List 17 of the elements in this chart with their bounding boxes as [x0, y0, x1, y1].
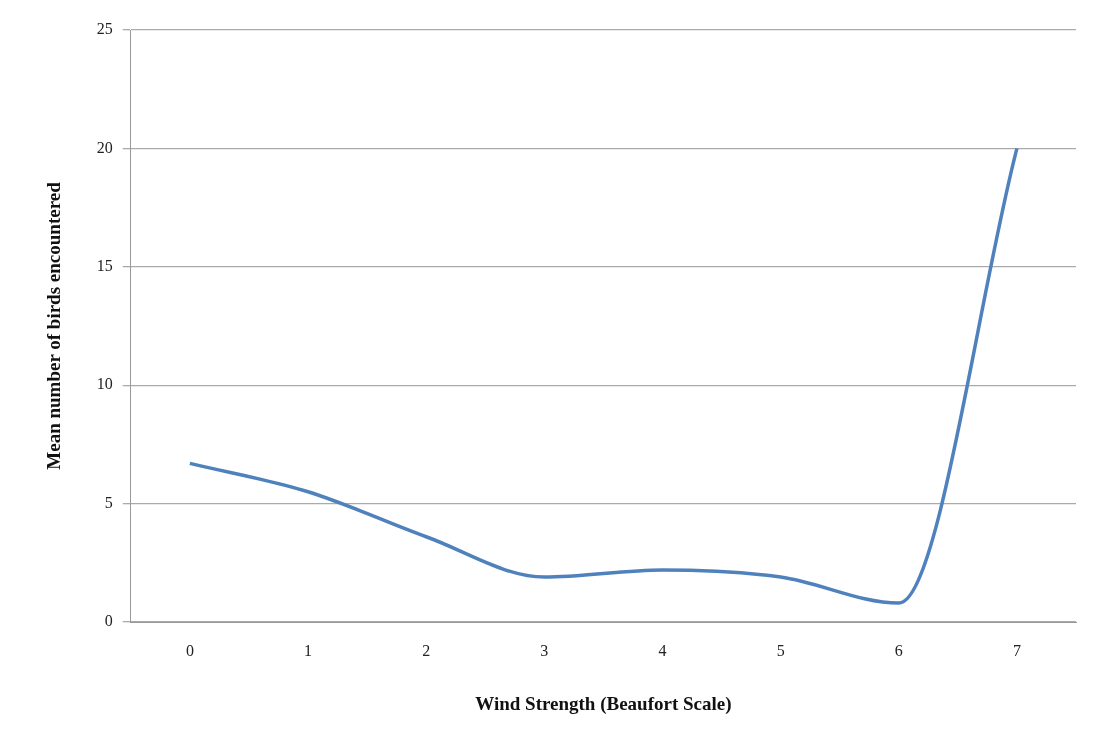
- x-tick-label: 0: [185, 641, 194, 659]
- y-tick-label: 0: [104, 612, 113, 630]
- y-axis-title: Mean number of birds encountered: [43, 181, 65, 470]
- x-tick-label: 2: [422, 641, 431, 659]
- x-tick-label: 5: [776, 641, 785, 659]
- x-tick-label: 6: [894, 641, 903, 659]
- x-tick-label: 4: [658, 641, 667, 659]
- x-tick-label: 3: [540, 641, 549, 659]
- y-tick-label: 10: [96, 375, 113, 393]
- y-tick-label: 5: [104, 493, 113, 511]
- y-tick-label: 20: [96, 138, 113, 156]
- x-tick-label: 7: [1012, 641, 1021, 659]
- y-tick-label: 15: [96, 257, 113, 274]
- x-axis-title: Wind Strength (Beaufort Scale): [475, 692, 732, 715]
- y-tick-label: 25: [96, 20, 113, 38]
- x-tick-label: 1: [304, 641, 313, 659]
- line-series: [188, 146, 1019, 605]
